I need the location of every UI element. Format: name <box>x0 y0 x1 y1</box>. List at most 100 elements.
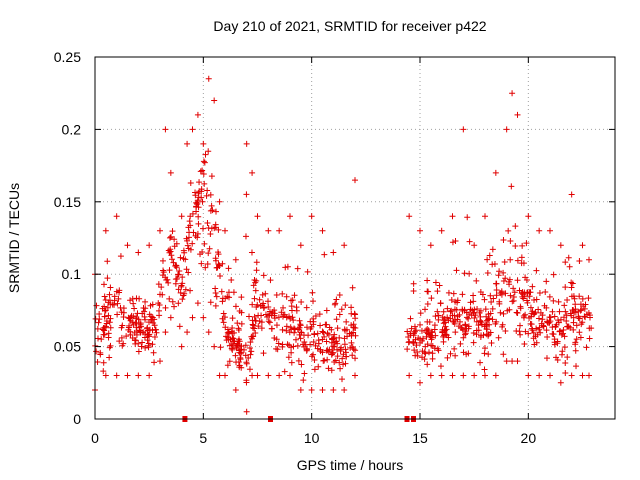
data-point <box>577 307 584 314</box>
data-point <box>212 285 219 292</box>
data-point <box>283 293 290 300</box>
data-point <box>483 321 490 328</box>
data-point <box>173 275 180 282</box>
data-point <box>265 304 272 311</box>
data-point <box>252 329 259 336</box>
data-point <box>404 346 411 353</box>
data-point <box>332 357 339 364</box>
data-point <box>127 331 134 338</box>
data-point <box>348 339 355 346</box>
data-point <box>151 359 158 366</box>
data-point <box>478 332 485 339</box>
data-point <box>200 140 207 147</box>
data-point <box>412 352 419 359</box>
data-point <box>113 372 120 379</box>
data-point <box>514 358 521 365</box>
data-point <box>177 289 184 296</box>
data-point <box>212 302 219 309</box>
data-point <box>333 296 340 303</box>
data-point <box>579 372 586 379</box>
data-point <box>273 292 280 299</box>
data-point <box>149 314 156 321</box>
data-point <box>482 306 489 313</box>
data-point <box>578 321 585 328</box>
data-point <box>171 236 178 243</box>
data-point <box>540 322 547 329</box>
data-point <box>234 320 241 327</box>
data-point <box>537 309 544 316</box>
data-point <box>264 313 271 320</box>
data-point <box>309 289 316 296</box>
data-point <box>500 310 507 317</box>
data-point <box>336 359 343 366</box>
data-point <box>186 218 193 225</box>
data-point <box>459 307 466 314</box>
data-point <box>329 335 336 342</box>
x-tick-label: 5 <box>199 430 207 446</box>
data-point <box>563 317 570 324</box>
data-point <box>505 278 512 285</box>
data-point <box>160 267 167 274</box>
data-point <box>189 240 196 247</box>
data-point <box>224 334 231 341</box>
data-point <box>519 242 526 249</box>
data-point <box>453 267 460 274</box>
data-point <box>276 372 283 379</box>
data-point <box>100 281 107 288</box>
data-point <box>182 286 189 293</box>
data-point <box>525 372 532 379</box>
data-point <box>279 313 286 320</box>
data-point <box>102 372 109 379</box>
data-point <box>438 227 445 234</box>
data-point <box>342 360 349 367</box>
data-point <box>142 305 149 312</box>
data-point <box>465 315 472 322</box>
data-point <box>225 329 232 336</box>
data-point <box>484 256 491 263</box>
data-point <box>490 295 497 302</box>
data-point <box>195 213 202 220</box>
data-point <box>499 321 506 328</box>
data-point <box>526 314 533 321</box>
data-point <box>187 287 194 294</box>
data-point <box>129 319 136 326</box>
data-points <box>92 75 595 415</box>
data-point <box>94 335 101 342</box>
data-point <box>291 292 298 299</box>
data-point <box>445 289 452 296</box>
data-point <box>246 366 253 373</box>
data-point <box>514 277 521 284</box>
data-point <box>258 325 265 332</box>
data-point <box>211 97 218 104</box>
data-point <box>267 277 274 284</box>
data-point <box>175 271 182 278</box>
data-point <box>243 408 250 415</box>
data-point <box>101 331 108 338</box>
data-point <box>287 213 293 220</box>
data-point <box>527 289 534 296</box>
data-point <box>248 249 255 256</box>
data-point <box>470 310 477 317</box>
data-point <box>550 271 557 278</box>
data-point <box>418 327 425 334</box>
data-point <box>533 339 540 346</box>
data-point <box>465 350 472 357</box>
data-point <box>249 317 256 324</box>
data-point <box>424 300 431 307</box>
data-point <box>176 323 183 330</box>
data-point <box>243 191 250 198</box>
data-point <box>581 313 588 320</box>
data-point <box>304 268 311 275</box>
data-point <box>205 250 212 257</box>
data-point <box>116 287 123 294</box>
data-point <box>292 336 299 343</box>
data-point <box>495 272 502 279</box>
data-point <box>301 370 308 377</box>
data-point <box>222 295 229 302</box>
data-point <box>177 254 184 261</box>
axis-ticks: 0 5 10 15 20 0 0.05 0.1 0.15 0.2 0.25 <box>54 49 615 446</box>
x-tick-label: 15 <box>412 430 428 446</box>
y-axis-label: SRMTID / TECUs <box>6 183 22 293</box>
data-point <box>143 325 150 332</box>
